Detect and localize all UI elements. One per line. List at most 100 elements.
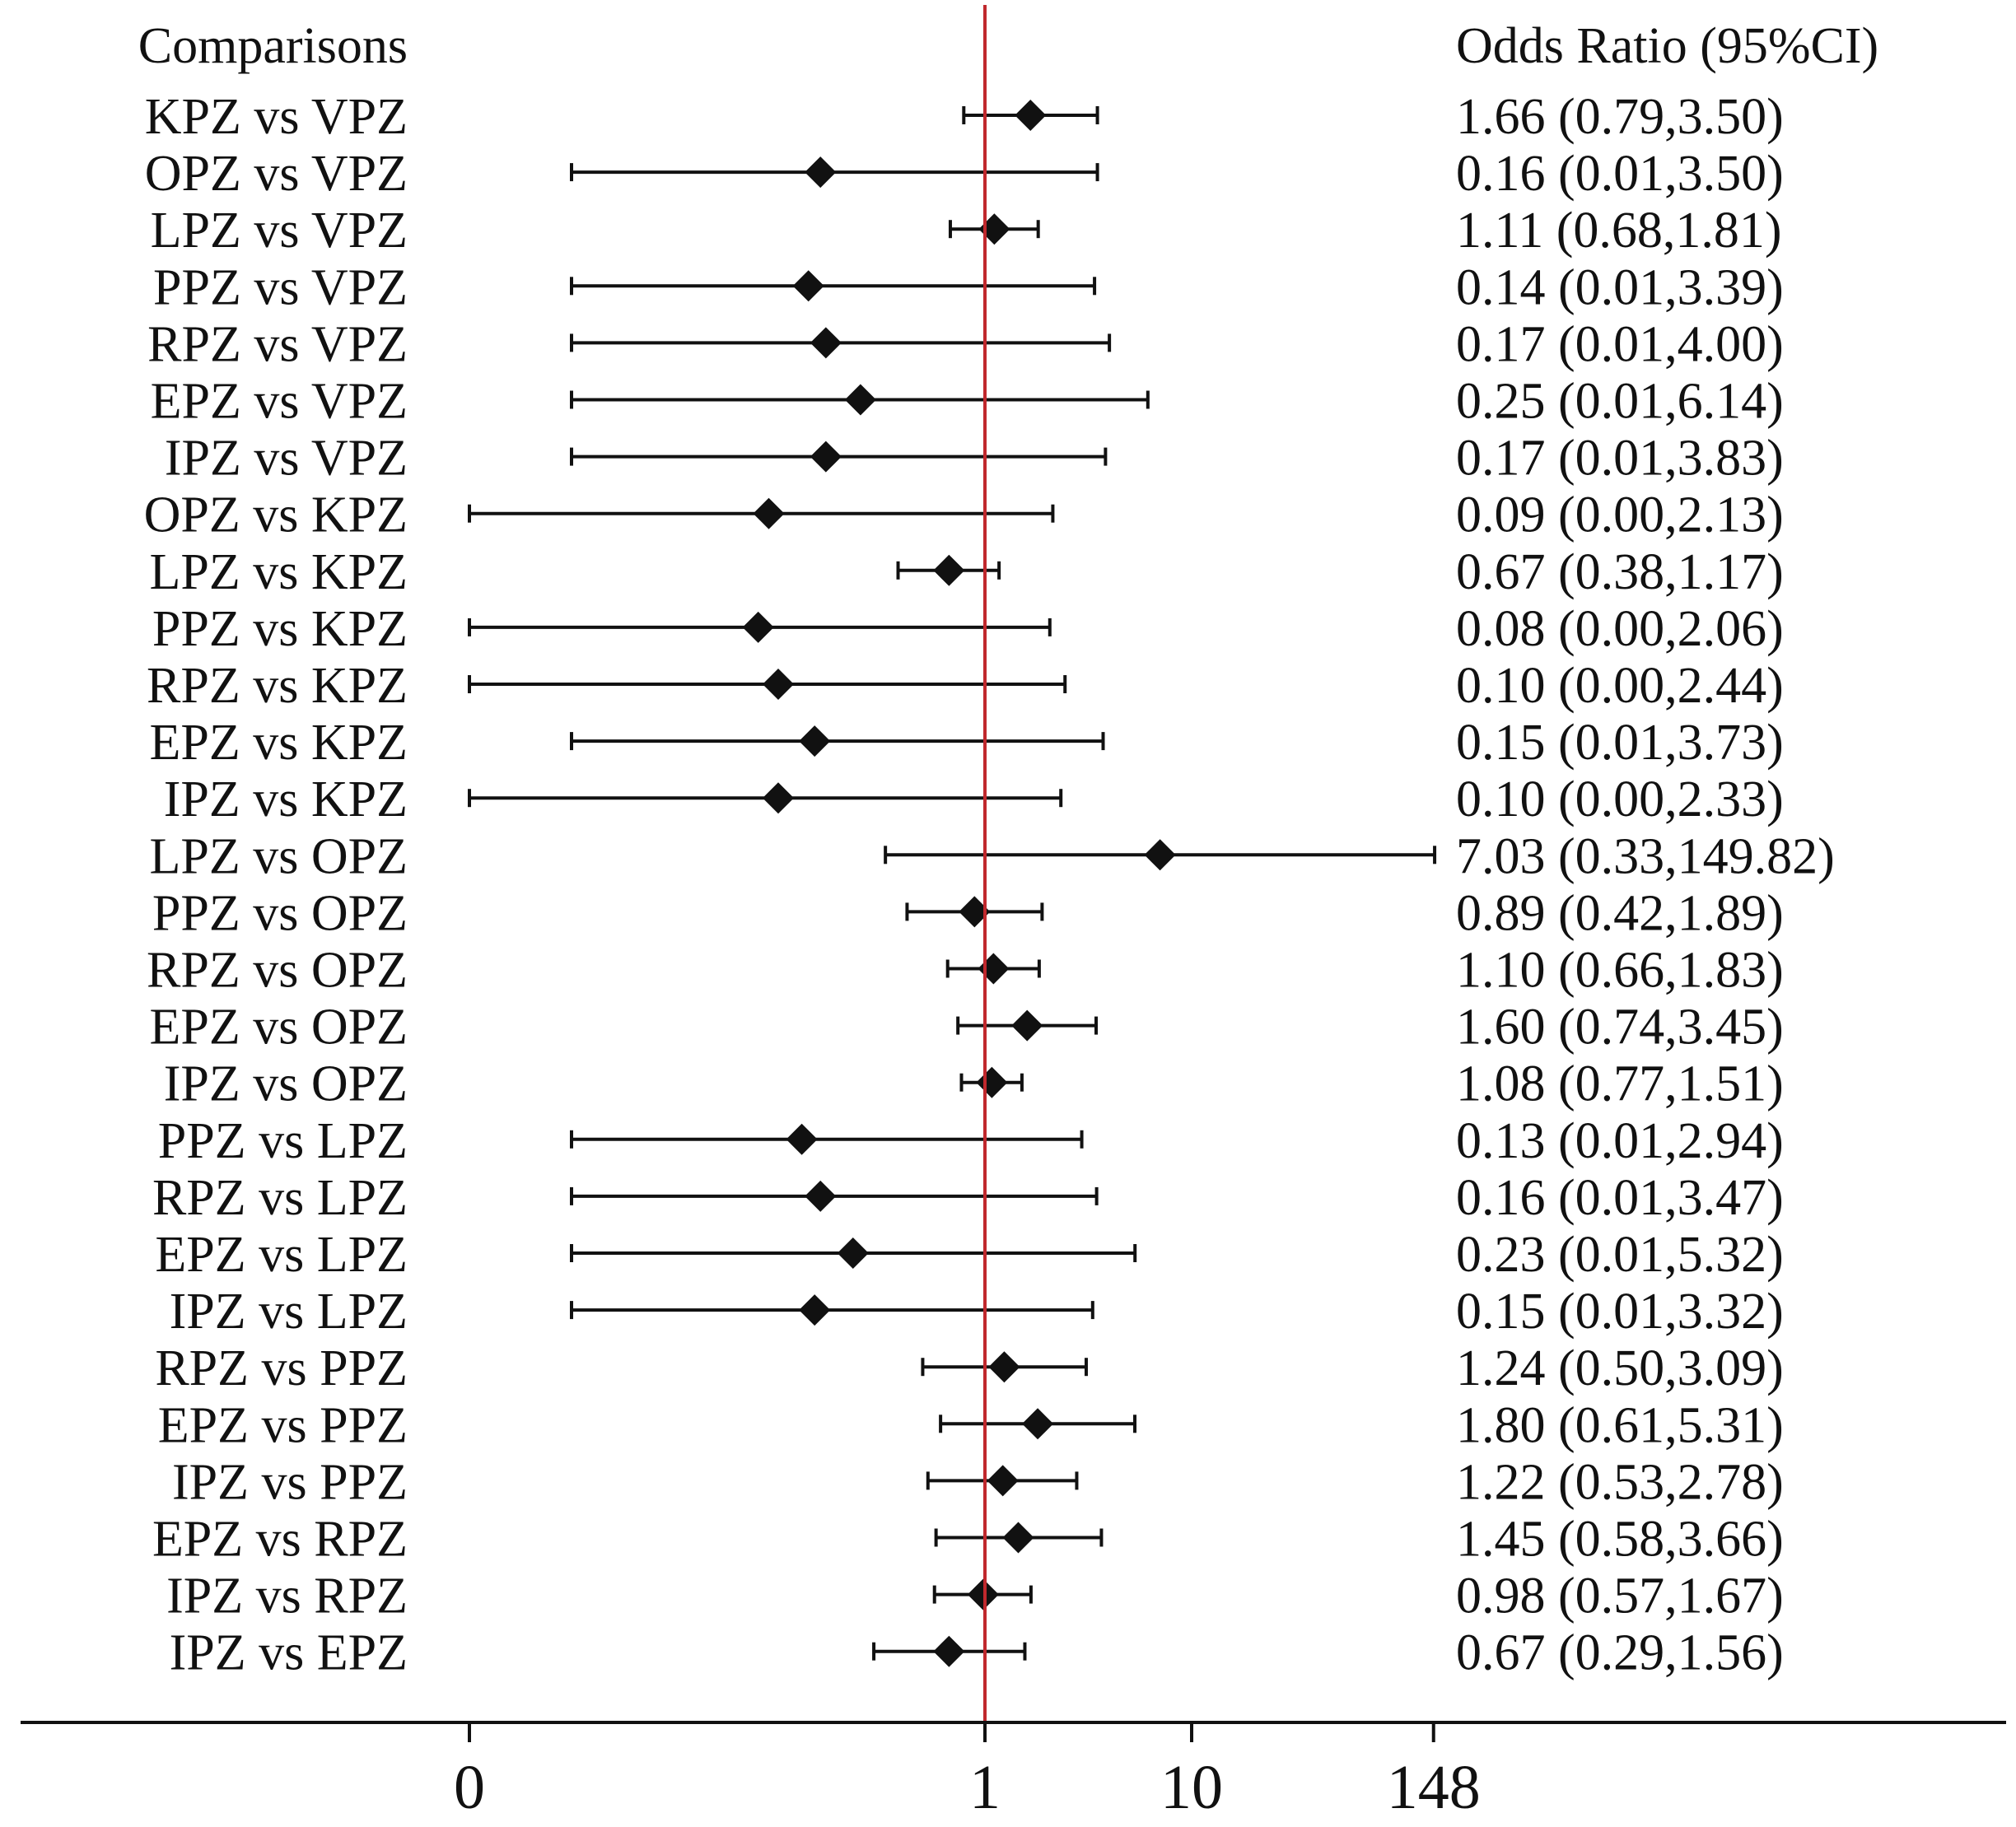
x-tick-label: 10 xyxy=(1160,1753,1223,1822)
odds-ratio-value: 1.60 (0.74,3.45) xyxy=(1456,1000,1784,1056)
comparison-label: OPZ vs KPZ xyxy=(144,487,408,543)
or-point-marker xyxy=(959,896,991,928)
forest-row: RPZ vs VPZ 0.17 (0.01,4.00) xyxy=(147,316,1784,372)
or-point-marker xyxy=(786,1123,818,1155)
forest-row: KPZ vs VPZ 1.66 (0.79,3.50) xyxy=(145,89,1784,145)
or-point-marker xyxy=(987,1465,1019,1497)
comparison-label: LPZ vs KPZ xyxy=(150,544,408,600)
forest-row: PPZ vs LPZ 0.13 (0.01,2.94) xyxy=(158,1113,1784,1169)
odds-ratio-value: 0.23 (0.01,5.32) xyxy=(1456,1227,1784,1283)
comparison-label: PPZ vs LPZ xyxy=(158,1113,408,1169)
forest-row: EPZ vs RPZ 1.45 (0.58,3.66) xyxy=(152,1512,1784,1568)
or-point-marker xyxy=(844,384,876,416)
comparison-label: IPZ vs EPZ xyxy=(170,1625,408,1681)
or-point-marker xyxy=(988,1351,1020,1383)
comparison-label: EPZ vs RPZ xyxy=(152,1512,408,1568)
odds-ratio-value: 0.67 (0.29,1.56) xyxy=(1456,1625,1784,1681)
forest-row: EPZ vs OPZ 1.60 (0.74,3.45) xyxy=(150,1000,1784,1056)
x-axis-ticks: 0 1 10 148 xyxy=(454,1722,1481,1822)
forest-row: IPZ vs RPZ 0.98 (0.57,1.67) xyxy=(166,1568,1784,1624)
comparison-label: LPZ vs VPZ xyxy=(151,203,408,259)
comparison-label: IPZ vs KPZ xyxy=(164,771,408,827)
forest-row: RPZ vs KPZ 0.10 (0.00,2.44) xyxy=(147,658,1784,714)
forest-row: OPZ vs VPZ 0.16 (0.01,3.50) xyxy=(145,146,1784,202)
comparison-label: KPZ vs VPZ xyxy=(145,89,408,145)
x-tick-label: 148 xyxy=(1387,1753,1481,1822)
comparison-label: LPZ vs OPZ xyxy=(150,828,408,884)
forest-row: RPZ vs LPZ 0.16 (0.01,3.47) xyxy=(152,1170,1784,1226)
or-point-marker xyxy=(799,1294,831,1326)
or-point-marker xyxy=(933,554,965,586)
comparison-label: RPZ vs OPZ xyxy=(147,943,408,999)
or-point-marker xyxy=(976,1066,1008,1098)
comparison-label: EPZ vs OPZ xyxy=(150,1000,408,1056)
or-point-marker xyxy=(978,953,1010,985)
or-point-marker xyxy=(805,156,837,189)
comparison-label: PPZ vs OPZ xyxy=(152,885,408,941)
forest-row: EPZ vs KPZ 0.15 (0.01,3.73) xyxy=(150,715,1784,771)
forest-row: IPZ vs VPZ 0.17 (0.01,3.83) xyxy=(165,431,1784,487)
odds-ratio-header: Odds Ratio (95%CI) xyxy=(1456,18,1878,74)
forest-row: RPZ vs PPZ 1.24 (0.50,3.09) xyxy=(155,1340,1783,1396)
forest-row: PPZ vs VPZ 0.14 (0.01,3.39) xyxy=(153,259,1784,315)
comparison-label: RPZ vs LPZ xyxy=(152,1170,408,1226)
forest-row: IPZ vs KPZ 0.10 (0.00,2.33) xyxy=(164,771,1784,827)
comparison-label: EPZ vs LPZ xyxy=(155,1227,408,1283)
forest-row: PPZ vs KPZ 0.08 (0.00,2.06) xyxy=(152,601,1784,657)
comparison-label: IPZ vs LPZ xyxy=(170,1284,408,1340)
odds-ratio-value: 0.98 (0.57,1.67) xyxy=(1456,1568,1784,1624)
odds-ratio-value: 1.45 (0.58,3.66) xyxy=(1456,1512,1784,1568)
odds-ratio-value: 0.13 (0.01,2.94) xyxy=(1456,1113,1784,1169)
odds-ratio-value: 0.15 (0.01,3.73) xyxy=(1456,715,1784,771)
odds-ratio-value: 1.66 (0.79,3.50) xyxy=(1456,89,1784,145)
forest-row: EPZ vs LPZ 0.23 (0.01,5.32) xyxy=(155,1227,1783,1283)
comparisons-header: Comparisons xyxy=(138,18,408,74)
odds-ratio-value: 1.11 (0.68,1.81) xyxy=(1456,203,1782,259)
comparison-label: EPZ vs VPZ xyxy=(151,374,408,430)
odds-ratio-value: 0.16 (0.01,3.47) xyxy=(1456,1170,1784,1226)
or-point-marker xyxy=(799,725,831,757)
odds-ratio-value: 1.10 (0.66,1.83) xyxy=(1456,943,1784,999)
forest-row: LPZ vs VPZ 1.11 (0.68,1.81) xyxy=(151,203,1782,259)
odds-ratio-value: 0.15 (0.01,3.32) xyxy=(1456,1284,1784,1340)
odds-ratio-value: 0.14 (0.01,3.39) xyxy=(1456,259,1784,315)
odds-ratio-value: 0.17 (0.01,3.83) xyxy=(1456,431,1784,487)
forest-row: EPZ vs PPZ 1.80 (0.61,5.31) xyxy=(158,1397,1784,1453)
or-point-marker xyxy=(810,440,842,473)
odds-ratio-value: 0.17 (0.01,4.00) xyxy=(1456,316,1784,372)
or-point-marker xyxy=(792,270,824,302)
comparison-label: EPZ vs PPZ xyxy=(158,1397,408,1453)
forest-row: OPZ vs KPZ 0.09 (0.00,2.13) xyxy=(144,487,1784,543)
odds-ratio-value: 0.08 (0.00,2.06) xyxy=(1456,601,1784,657)
odds-ratio-value: 0.09 (0.00,2.13) xyxy=(1456,487,1784,543)
comparison-label: RPZ vs KPZ xyxy=(147,658,408,714)
odds-ratio-value: 1.22 (0.53,2.78) xyxy=(1456,1454,1784,1510)
or-point-marker xyxy=(753,497,785,529)
forest-row: RPZ vs OPZ 1.10 (0.66,1.83) xyxy=(147,943,1784,999)
or-point-marker xyxy=(837,1237,869,1269)
forest-row: PPZ vs OPZ 0.89 (0.42,1.89) xyxy=(152,885,1784,941)
odds-ratio-value: 7.03 (0.33,149.82) xyxy=(1456,828,1835,884)
or-point-marker xyxy=(742,611,774,643)
comparison-label: PPZ vs VPZ xyxy=(153,259,408,315)
odds-ratio-value: 0.10 (0.00,2.44) xyxy=(1456,658,1784,714)
forest-row: EPZ vs VPZ 0.25 (0.01,6.14) xyxy=(151,374,1784,430)
x-tick-label: 1 xyxy=(969,1753,1001,1822)
odds-ratio-value: 0.67 (0.38,1.17) xyxy=(1456,544,1784,600)
odds-ratio-value: 0.16 (0.01,3.50) xyxy=(1456,146,1784,202)
odds-ratio-value: 1.08 (0.77,1.51) xyxy=(1456,1056,1784,1112)
comparison-label: IPZ vs VPZ xyxy=(165,431,408,487)
comparison-label: IPZ vs OPZ xyxy=(164,1056,408,1112)
or-point-marker xyxy=(1022,1408,1054,1440)
forest-row: LPZ vs KPZ 0.67 (0.38,1.17) xyxy=(150,544,1784,600)
or-point-marker xyxy=(763,782,794,814)
comparison-label: OPZ vs VPZ xyxy=(145,146,408,202)
odds-ratio-value: 1.80 (0.61,5.31) xyxy=(1456,1397,1784,1453)
or-point-marker xyxy=(1002,1522,1034,1554)
or-point-marker xyxy=(933,1635,965,1667)
or-point-marker xyxy=(967,1578,999,1610)
forest-row: IPZ vs PPZ 1.22 (0.53,2.78) xyxy=(172,1454,1784,1510)
or-point-marker xyxy=(1144,839,1176,871)
comparison-label: IPZ vs RPZ xyxy=(166,1568,408,1624)
